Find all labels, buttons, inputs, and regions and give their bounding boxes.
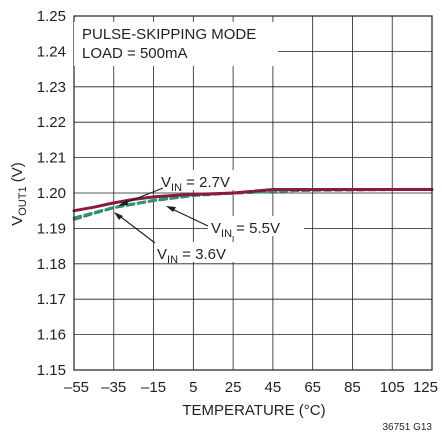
y-tick-label: 1.23: [37, 79, 66, 96]
mode-label: PULSE-SKIPPING MODE: [82, 26, 256, 43]
annotation-vin-27: VIN = 2.7V: [161, 174, 230, 194]
y-tick-label: 1.19: [37, 220, 66, 237]
y-tick-label: 1.25: [37, 8, 66, 25]
x-tick-label: –55: [64, 379, 89, 396]
x-tick-label: 45: [265, 379, 282, 396]
y-tick-label: 1.16: [37, 327, 66, 344]
y-tick-label: 1.21: [37, 150, 66, 167]
annotation-vin-55: VIN = 5.5V: [211, 220, 280, 240]
y-tick-label: 1.18: [37, 256, 66, 273]
info-box: [74, 22, 278, 66]
x-tick-label: 125: [413, 379, 438, 396]
figure-id: 36751 G13: [383, 422, 433, 433]
series-line-vin-2-7v: [72, 188, 434, 213]
x-tick-label: 85: [344, 379, 361, 396]
x-tick-label: 65: [304, 379, 321, 396]
annotation-vin-36: VIN = 3.6V: [157, 246, 226, 266]
annotation-bg-vin-27: [158, 170, 254, 190]
x-tick-label: 105: [380, 379, 405, 396]
y-tick-label: 1.15: [37, 362, 66, 379]
y-axis-title: VOUT1 (V): [9, 162, 29, 226]
x-tick-label: –15: [141, 379, 166, 396]
load-label: LOAD = 500mA: [82, 45, 187, 62]
x-tick-label: –35: [101, 379, 126, 396]
x-tick-label: 5: [189, 379, 197, 396]
x-tick-labels: –55 –35 –15 5 25 45 65 85 105 125: [64, 379, 438, 396]
y-tick-labels: 1.15 1.16 1.17 1.18 1.19 1.20 1.21 1.22 1.23 1.24…: [37, 8, 66, 379]
y-tick-label: 1.17: [37, 291, 66, 308]
arrowhead-vin-27: [118, 199, 128, 206]
plot-frame: [73, 15, 433, 371]
annotation-bg-vin-36: [154, 242, 250, 262]
arrow-vin-55: [169, 207, 209, 227]
arrowhead-vin-36: [114, 212, 123, 220]
y-tick-label: 1.22: [37, 114, 66, 131]
y-tick-label: 1.24: [37, 43, 66, 60]
x-axis-title: TEMPERATURE (°C): [182, 402, 325, 419]
arrow-vin-36: [116, 213, 156, 244]
arrowhead-vin-55: [166, 206, 176, 212]
annotation-bg-vin-55: [208, 216, 304, 236]
y-tick-label: 1.20: [37, 185, 66, 202]
x-tick-label: 25: [225, 379, 242, 396]
